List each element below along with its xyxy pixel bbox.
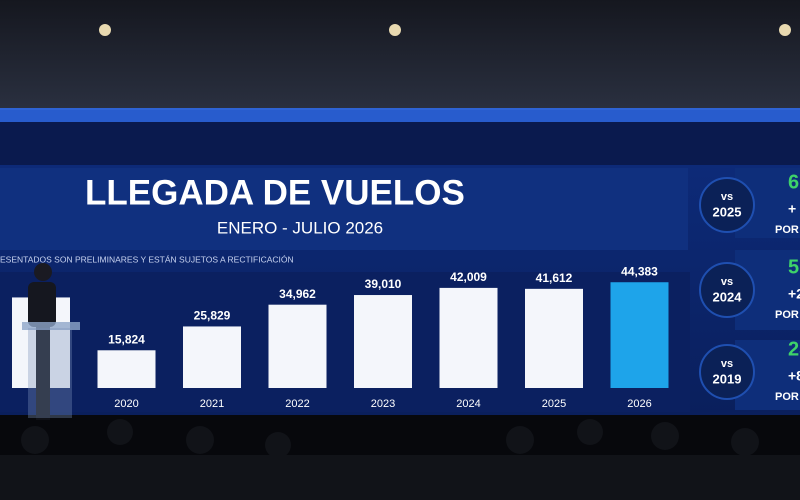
comparison-badge <box>699 177 755 233</box>
comparison-vs: vs <box>721 191 733 203</box>
x-tick-label: 2026 <box>627 398 651 410</box>
chart-title: LLEGADA DE VUELOS <box>85 173 465 212</box>
x-tick-label: 2024 <box>456 398 480 410</box>
x-tick-label: 2025 <box>542 398 566 410</box>
blue-light-strip <box>0 108 800 122</box>
ceiling-light <box>99 24 111 36</box>
comparison-vs: vs <box>721 358 733 370</box>
comparison-delta: +8 <box>788 368 800 384</box>
comparison-unit: POR <box>775 309 799 321</box>
value-label: 42,009 <box>450 270 487 284</box>
comparison-figure: 5 <box>788 256 799 278</box>
bar <box>183 326 241 388</box>
value-label: 44,383 <box>621 264 658 278</box>
comparison-vs: vs <box>721 276 733 288</box>
bar <box>354 295 412 388</box>
value-label: 15,824 <box>108 332 145 346</box>
value-label: 39,010 <box>365 277 402 291</box>
comparison-unit: POR <box>775 224 799 236</box>
comparison-delta: +2 <box>788 286 800 302</box>
value-label: 25,829 <box>194 309 231 323</box>
bar <box>439 287 498 388</box>
comparison-year: 2025 <box>713 204 742 219</box>
x-tick-label: 2020 <box>114 398 138 410</box>
audience <box>0 419 800 500</box>
comparison-badge <box>699 344 755 400</box>
ceiling <box>0 0 800 110</box>
x-tick-label: 2022 <box>285 398 309 410</box>
x-tick-label: 2021 <box>200 398 224 410</box>
ceiling-light <box>389 24 401 36</box>
comparison-figure: 23 <box>788 338 800 360</box>
bar <box>525 288 583 388</box>
value-label: 41,612 <box>536 271 573 285</box>
ceiling-light <box>779 24 791 36</box>
value-label: 34,962 <box>279 287 316 301</box>
bar <box>268 304 327 388</box>
comparison-badge <box>699 262 755 318</box>
bar <box>610 282 669 388</box>
comparison-figure: 6 <box>788 171 799 193</box>
comparison-delta: + <box>788 201 796 217</box>
speaker <box>22 263 80 420</box>
x-tick-label: 2023 <box>371 398 395 410</box>
chart-subtitle: ENERO - JULIO 2026 <box>217 218 383 237</box>
comparison-unit: POR <box>775 391 799 403</box>
bars: 15,824 2020 25,829 2021 34,962 2022 39,010 2023… <box>12 264 669 410</box>
note: ESENTADOS SON PRELIMINARES Y ESTÁN SUJET… <box>0 254 294 264</box>
comparison-year: 2024 <box>713 289 743 304</box>
title-panel <box>0 168 688 250</box>
comparison-year: 2019 <box>713 371 742 386</box>
bar <box>97 350 156 388</box>
chart-panel <box>0 272 690 412</box>
